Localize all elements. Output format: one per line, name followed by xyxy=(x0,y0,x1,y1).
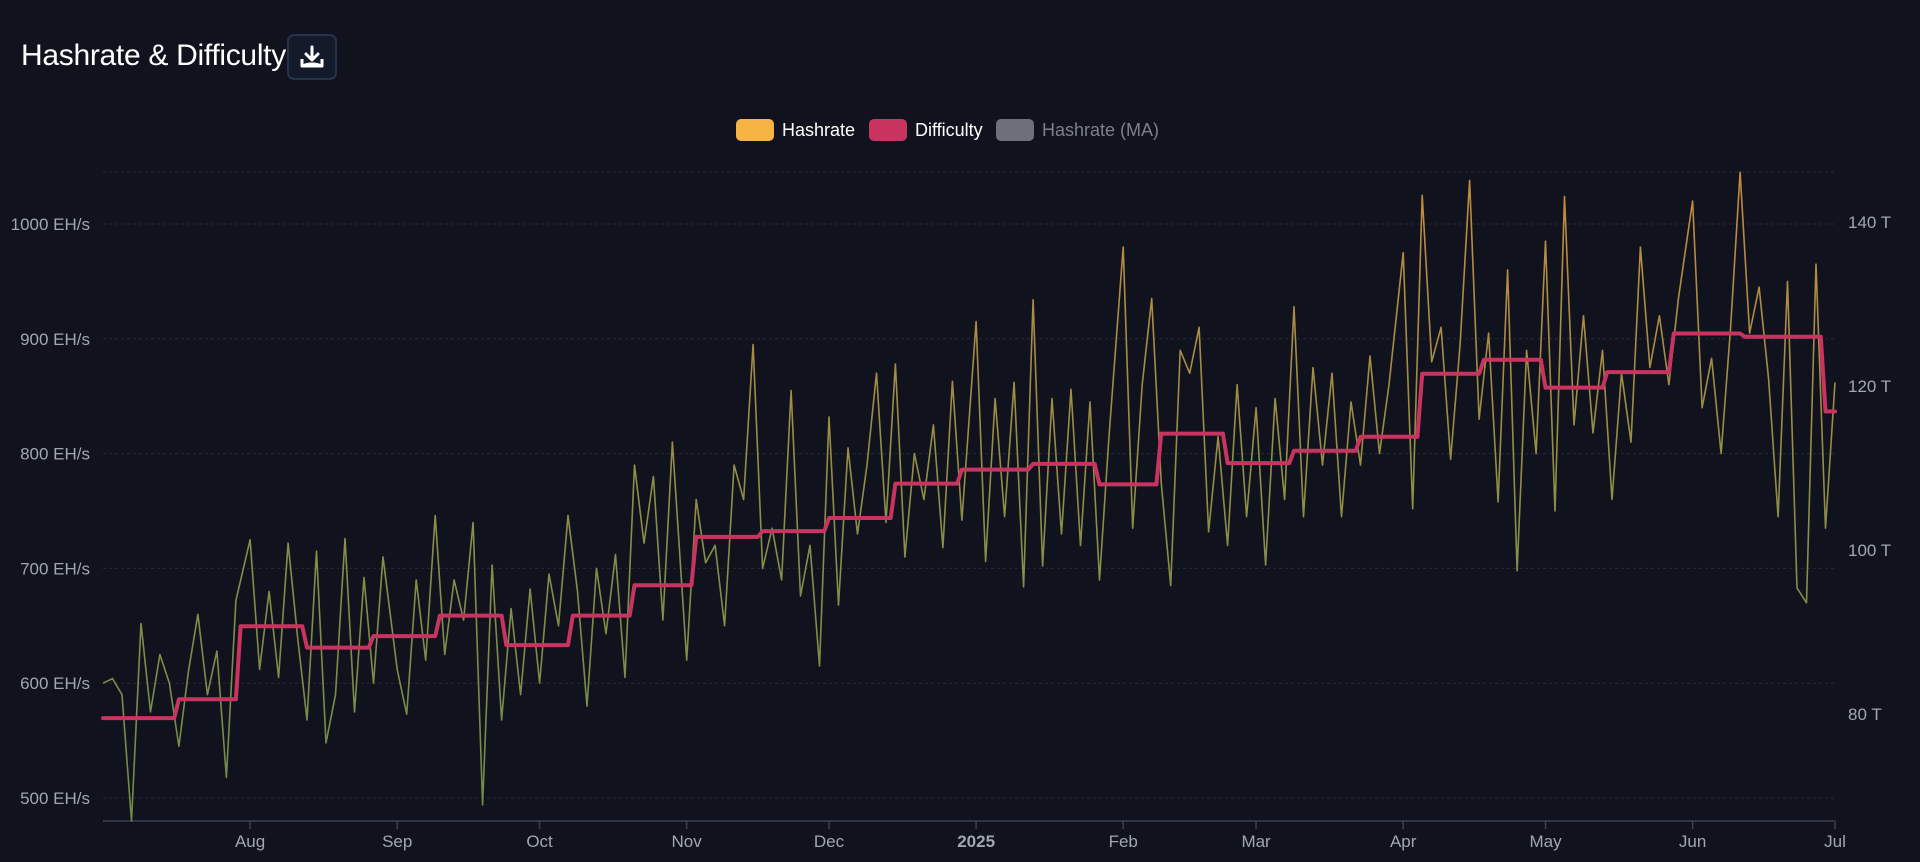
legend-swatch-difficulty xyxy=(869,119,907,141)
y-left-tick-label: 800 EH/s xyxy=(20,445,90,464)
y-left-tick-label: 900 EH/s xyxy=(20,330,90,349)
x-tick-label: Aug xyxy=(235,832,265,851)
legend-item-difficulty[interactable]: Difficulty xyxy=(869,117,983,143)
y-left-tick-label: 700 EH/s xyxy=(20,559,90,578)
y-left-tick-label: 1000 EH/s xyxy=(11,215,90,234)
y-right-tick-label: 120 T xyxy=(1848,377,1891,396)
legend-label-hashrate-ma: Hashrate (MA) xyxy=(1042,120,1160,140)
legend-label-hashrate: Hashrate xyxy=(782,120,856,140)
y-left-tick-label: 500 EH/s xyxy=(20,789,90,808)
download-icon xyxy=(300,45,324,68)
series-line-difficulty xyxy=(101,331,1837,721)
x-tick-label: Sep xyxy=(382,832,412,851)
legend-item-hashrate-ma[interactable]: Hashrate (MA) xyxy=(996,117,1159,143)
x-tick-label: Dec xyxy=(814,832,845,851)
y-right-tick-label: 100 T xyxy=(1848,541,1891,560)
download-button[interactable] xyxy=(287,34,337,80)
x-tick-label: Nov xyxy=(672,832,703,851)
series-line-hashrate xyxy=(102,171,1836,822)
x-tick-label: Jul xyxy=(1824,832,1846,851)
y-left-tick-label: 600 EH/s xyxy=(20,674,90,693)
legend-swatch-hashrate xyxy=(736,119,774,141)
x-tick-label: Mar xyxy=(1241,832,1271,851)
y-right-tick-label: 80 T xyxy=(1848,705,1882,724)
x-tick-label: Feb xyxy=(1109,832,1138,851)
x-tick-label: May xyxy=(1529,832,1562,851)
legend-label-difficulty: Difficulty xyxy=(915,120,983,140)
legend-item-hashrate[interactable]: Hashrate xyxy=(736,117,855,143)
legend-swatch-hashrate-ma xyxy=(996,119,1034,141)
y-right-tick-label: 140 T xyxy=(1848,213,1891,232)
x-tick-label: Apr xyxy=(1390,832,1417,851)
chart-title: Hashrate & Difficulty xyxy=(21,39,286,72)
chart-legend: Hashrate Difficulty Hashrate (MA) xyxy=(0,117,1920,143)
x-tick-label: Jun xyxy=(1679,832,1706,851)
x-tick-label: 2025 xyxy=(957,832,995,851)
x-tick-label: Oct xyxy=(526,832,553,851)
